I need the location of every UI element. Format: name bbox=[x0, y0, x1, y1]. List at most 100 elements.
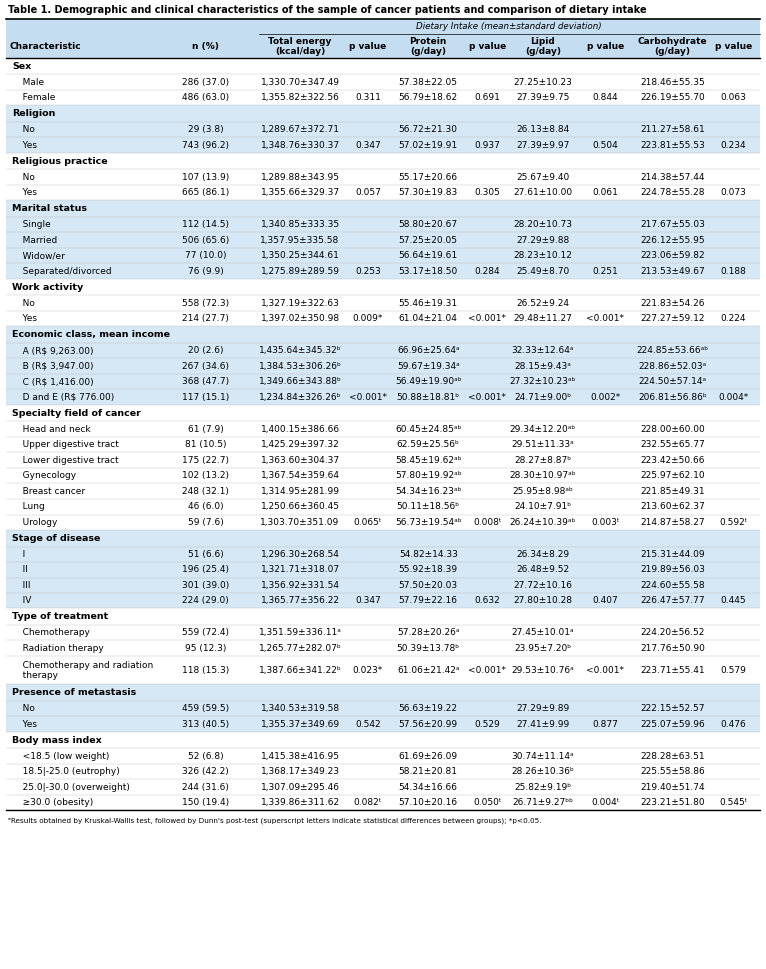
Text: 228.00±60.00: 228.00±60.00 bbox=[640, 424, 705, 434]
Text: II: II bbox=[14, 565, 28, 575]
Text: No: No bbox=[14, 125, 35, 135]
Text: 54.82±14.33: 54.82±14.33 bbox=[399, 549, 457, 559]
Text: No: No bbox=[14, 704, 35, 713]
Bar bbox=[6, 311, 760, 327]
Text: Single: Single bbox=[14, 220, 51, 230]
Text: 1,330.70±347.49: 1,330.70±347.49 bbox=[260, 78, 339, 87]
Text: 61.04±21.04: 61.04±21.04 bbox=[399, 314, 457, 324]
Text: 0.691: 0.691 bbox=[474, 93, 500, 103]
Bar bbox=[6, 405, 760, 422]
Text: 0.234: 0.234 bbox=[721, 141, 746, 150]
Text: <0.001*: <0.001* bbox=[587, 666, 624, 674]
Text: 1,363.60±304.37: 1,363.60±304.37 bbox=[260, 455, 339, 465]
Text: 1,368.17±349.23: 1,368.17±349.23 bbox=[260, 767, 339, 776]
Text: 27.29±9.89: 27.29±9.89 bbox=[516, 704, 569, 713]
Text: 57.10±20.16: 57.10±20.16 bbox=[398, 798, 458, 807]
Text: 1,307.09±295.46: 1,307.09±295.46 bbox=[260, 783, 339, 792]
Text: 52 (6.8): 52 (6.8) bbox=[188, 752, 224, 761]
Bar bbox=[6, 625, 760, 641]
Text: Female: Female bbox=[14, 93, 55, 103]
Text: <0.001*: <0.001* bbox=[469, 392, 506, 402]
Text: 26.48±9.52: 26.48±9.52 bbox=[516, 565, 569, 575]
Text: 18.5|-25.0 (eutrophy): 18.5|-25.0 (eutrophy) bbox=[14, 767, 119, 776]
Text: 61 (7.9): 61 (7.9) bbox=[188, 424, 224, 434]
Text: 50.88±18.81ᵇ: 50.88±18.81ᵇ bbox=[397, 392, 460, 402]
Bar bbox=[6, 422, 760, 437]
Text: Dietary Intake (mean±standard deviation): Dietary Intake (mean±standard deviation) bbox=[417, 22, 602, 31]
Text: 26.71±9.27ᵇᵇ: 26.71±9.27ᵇᵇ bbox=[512, 798, 573, 807]
Text: 1,289.88±343.95: 1,289.88±343.95 bbox=[260, 172, 339, 182]
Bar bbox=[6, 359, 760, 374]
Text: 0.003ᵗ: 0.003ᵗ bbox=[591, 517, 620, 527]
Text: C (R$ 1,416.00): C (R$ 1,416.00) bbox=[14, 377, 93, 387]
Text: 559 (72.4): 559 (72.4) bbox=[182, 628, 229, 638]
Text: 196 (25.4): 196 (25.4) bbox=[182, 565, 229, 575]
Text: 214.38±57.44: 214.38±57.44 bbox=[640, 172, 705, 182]
Text: 0.224: 0.224 bbox=[721, 314, 746, 324]
Text: 56.63±19.22: 56.63±19.22 bbox=[399, 704, 458, 713]
Text: 1,384.53±306.26ᵇ: 1,384.53±306.26ᵇ bbox=[259, 361, 342, 371]
Text: 1,275.89±289.59: 1,275.89±289.59 bbox=[260, 266, 339, 276]
Text: 57.38±22.05: 57.38±22.05 bbox=[399, 78, 458, 87]
Text: <18.5 (low weight): <18.5 (low weight) bbox=[14, 752, 110, 761]
Text: 54.34±16.66: 54.34±16.66 bbox=[399, 783, 458, 792]
Text: 26.24±10.39ᵃᵇ: 26.24±10.39ᵃᵇ bbox=[509, 517, 576, 527]
Text: 51 (6.6): 51 (6.6) bbox=[188, 549, 224, 559]
Text: 215.31±44.09: 215.31±44.09 bbox=[640, 549, 705, 559]
Text: 1,355.66±329.37: 1,355.66±329.37 bbox=[260, 188, 339, 198]
Text: 24.10±7.91ᵇ: 24.10±7.91ᵇ bbox=[514, 502, 571, 512]
Text: 221.83±54.26: 221.83±54.26 bbox=[640, 298, 705, 308]
Bar bbox=[6, 233, 760, 248]
Text: 28.20±10.73: 28.20±10.73 bbox=[513, 220, 572, 230]
Bar bbox=[6, 90, 760, 106]
Text: 0.065ᵗ: 0.065ᵗ bbox=[354, 517, 382, 527]
Bar bbox=[6, 374, 760, 390]
Text: 27.72±10.16: 27.72±10.16 bbox=[513, 580, 572, 590]
Text: 286 (37.0): 286 (37.0) bbox=[182, 78, 229, 87]
Text: 58.45±19.62ᵃᵇ: 58.45±19.62ᵃᵇ bbox=[395, 455, 461, 465]
Bar bbox=[6, 609, 760, 625]
Text: 57.25±20.05: 57.25±20.05 bbox=[399, 235, 458, 245]
Text: Body mass index: Body mass index bbox=[12, 735, 102, 745]
Text: 225.07±59.96: 225.07±59.96 bbox=[640, 720, 705, 729]
Text: 0.251: 0.251 bbox=[593, 266, 618, 276]
Text: <0.001*: <0.001* bbox=[349, 392, 387, 402]
Bar bbox=[6, 343, 760, 359]
Text: 57.50±20.03: 57.50±20.03 bbox=[398, 580, 458, 590]
Text: 27.61±10.00: 27.61±10.00 bbox=[513, 188, 572, 198]
Text: 25.67±9.40: 25.67±9.40 bbox=[516, 172, 569, 182]
Bar bbox=[6, 138, 760, 153]
Bar bbox=[6, 122, 760, 138]
Text: 219.40±51.74: 219.40±51.74 bbox=[640, 783, 705, 792]
Bar bbox=[6, 0, 760, 19]
Bar bbox=[6, 779, 760, 795]
Bar bbox=[6, 530, 760, 547]
Text: 1,340.53±319.58: 1,340.53±319.58 bbox=[260, 704, 339, 713]
Text: 506 (65.6): 506 (65.6) bbox=[182, 235, 230, 245]
Text: 1,321.71±318.07: 1,321.71±318.07 bbox=[260, 565, 339, 575]
Bar bbox=[6, 75, 760, 90]
Text: Lower digestive tract: Lower digestive tract bbox=[14, 455, 119, 465]
Text: 0.253: 0.253 bbox=[355, 266, 381, 276]
Bar bbox=[6, 170, 760, 185]
Text: 224.50±57.14ᵃ: 224.50±57.14ᵃ bbox=[639, 377, 706, 387]
Text: Chemotherapy and radiation
   therapy: Chemotherapy and radiation therapy bbox=[14, 661, 153, 680]
Text: 28.26±10.36ᵇ: 28.26±10.36ᵇ bbox=[512, 767, 574, 776]
Bar bbox=[6, 795, 760, 810]
Text: Sex: Sex bbox=[12, 62, 31, 71]
Text: Male: Male bbox=[14, 78, 44, 87]
Text: 29 (3.8): 29 (3.8) bbox=[188, 125, 224, 135]
Text: p value: p value bbox=[587, 42, 624, 50]
Text: Widow/er: Widow/er bbox=[14, 251, 65, 261]
Text: Married: Married bbox=[14, 235, 57, 245]
Text: 1,314.95±281.99: 1,314.95±281.99 bbox=[260, 486, 339, 496]
Text: 58.80±20.67: 58.80±20.67 bbox=[398, 220, 458, 230]
Text: Head and neck: Head and neck bbox=[14, 424, 90, 434]
Text: 25.95±8.98ᵃᵇ: 25.95±8.98ᵃᵇ bbox=[512, 486, 573, 496]
Text: ≥30.0 (obesity): ≥30.0 (obesity) bbox=[14, 798, 93, 807]
Text: Total energy
(kcal/day): Total energy (kcal/day) bbox=[268, 37, 332, 56]
Bar bbox=[6, 764, 760, 779]
Text: 1,351.59±336.11ᵃ: 1,351.59±336.11ᵃ bbox=[259, 628, 342, 638]
Text: 0.063: 0.063 bbox=[721, 93, 747, 103]
Bar bbox=[6, 641, 760, 656]
